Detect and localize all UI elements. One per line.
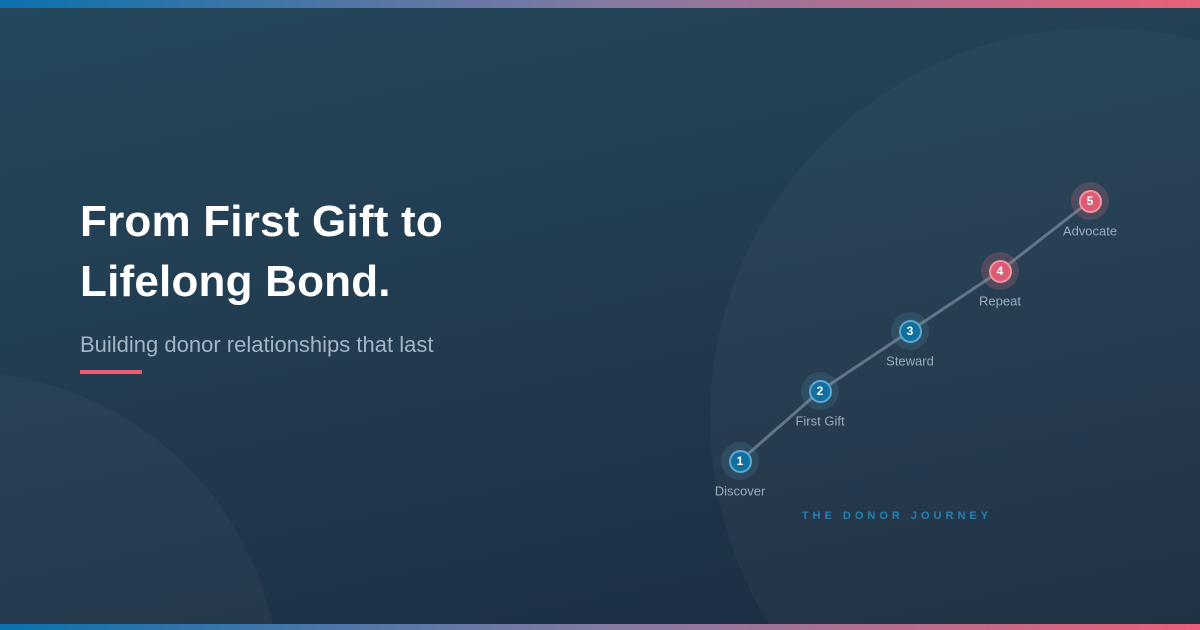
subheadline: Building donor relationships that last: [80, 332, 434, 357]
hero-block: From First Gift to Lifelong Bond. Buildi…: [80, 192, 560, 374]
headline: From First Gift to Lifelong Bond.: [80, 197, 443, 306]
step-label: First Gift: [795, 413, 845, 429]
step-number: 4: [988, 259, 1012, 283]
decor-circle-bottom-left: [0, 372, 280, 630]
top-accent-bar: [0, 0, 1200, 8]
step-number: 5: [1078, 189, 1102, 213]
step-label: Advocate: [1062, 223, 1118, 239]
step-node-steward: 3: [891, 312, 929, 350]
step-node-advocate: 5: [1071, 182, 1109, 220]
step-node-discover: 1: [721, 442, 759, 480]
step-node-first-gift: 2: [801, 372, 839, 410]
bottom-accent-bar: [0, 624, 1200, 630]
step-number: 3: [898, 319, 922, 343]
step-label: Steward: [886, 353, 934, 369]
decor-circle-top-right: [710, 28, 1200, 630]
step-label: Discover: [714, 483, 766, 499]
step-number: 1: [728, 449, 752, 473]
step-label: Repeat: [979, 293, 1021, 309]
step-number: 2: [808, 379, 832, 403]
accent-underline: [80, 370, 142, 374]
step-node-repeat: 4: [981, 252, 1019, 290]
journey-caption: THE DONOR JOURNEY: [801, 510, 993, 522]
